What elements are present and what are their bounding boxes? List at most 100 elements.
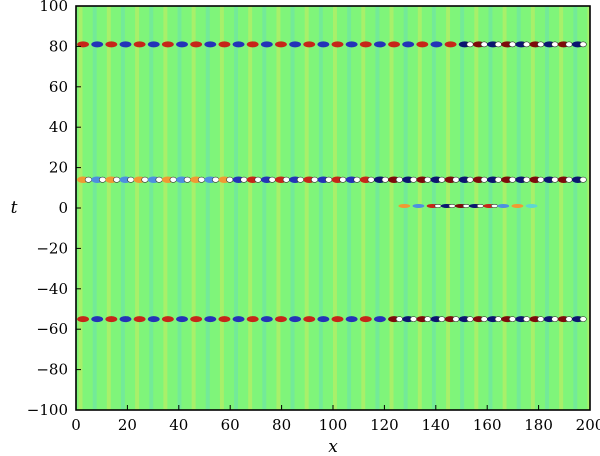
band-cell	[232, 41, 245, 48]
y-tick-label: 60	[49, 78, 68, 96]
band-cell	[275, 41, 287, 48]
band-cell	[176, 41, 188, 48]
band-cell	[147, 41, 160, 48]
band-cell	[91, 316, 104, 323]
band-cell	[204, 41, 217, 48]
band-cell	[331, 41, 344, 48]
band-cell-highlight	[381, 176, 389, 183]
stripe	[460, 6, 465, 410]
band-2	[77, 176, 587, 183]
band-cell-highlight	[141, 176, 149, 183]
band-cell	[260, 316, 273, 323]
band-cell	[317, 316, 330, 323]
stripe	[389, 6, 394, 410]
band-cell-highlight	[523, 176, 531, 183]
band-cell	[331, 316, 344, 323]
band-cell-highlight	[254, 176, 262, 183]
y-tick-label: −80	[36, 361, 68, 379]
band-cell	[161, 316, 174, 323]
band-cell-highlight	[537, 41, 545, 48]
stripe	[474, 6, 479, 410]
band-cell	[190, 41, 203, 48]
x-axis-ticks: 0 20 40 60 80 100 120 140 160 180 200	[71, 405, 600, 434]
stripe	[333, 6, 337, 410]
band-cell-highlight	[452, 176, 460, 183]
stripe	[347, 6, 352, 410]
band-cell	[147, 316, 160, 323]
band-cell-highlight	[367, 176, 375, 183]
stripe	[573, 6, 578, 410]
band-cell	[260, 41, 273, 48]
band-cell-highlight	[565, 176, 573, 183]
band-cell-highlight	[508, 41, 517, 48]
x-axis-label: x	[328, 437, 338, 456]
stripe	[234, 6, 239, 410]
y-tick-label: 100	[39, 0, 68, 15]
vertical-stripes	[78, 6, 590, 410]
stripe	[149, 6, 154, 410]
band-cell-highlight	[579, 176, 587, 183]
x-tick-label: 180	[524, 416, 553, 434]
band-cell	[77, 41, 90, 48]
band-cell	[373, 316, 386, 323]
band-cell	[119, 316, 132, 323]
band-cell	[119, 41, 132, 48]
band-cell-highlight	[579, 316, 587, 322]
band-cell-highlight	[113, 176, 121, 183]
band-cell-highlight	[434, 203, 442, 208]
band-cell-highlight	[523, 41, 531, 48]
y-tick-label: 0	[58, 199, 68, 217]
band-cell	[204, 316, 217, 323]
stripe	[530, 6, 535, 410]
band-cell-highlight	[339, 176, 347, 183]
band-cell-highlight	[353, 176, 361, 183]
stripe	[177, 6, 182, 410]
band-cell-highlight	[127, 176, 135, 183]
stripe	[120, 6, 125, 410]
x-tick-label: 200	[576, 416, 600, 434]
stripe	[191, 6, 196, 410]
band-cell-highlight	[98, 176, 107, 183]
band-cell-highlight	[325, 176, 333, 183]
soliton-bands	[77, 41, 587, 323]
stripe	[248, 6, 253, 410]
band-cell	[133, 316, 146, 323]
stripe	[587, 6, 590, 410]
band-cell	[232, 316, 245, 323]
band-cell-highlight	[169, 176, 177, 183]
band-cell-highlight	[494, 176, 502, 183]
band-cell-highlight	[551, 316, 559, 322]
band-cell-highlight	[537, 176, 545, 183]
band-cell-highlight	[508, 176, 517, 183]
band-cell	[303, 316, 316, 323]
stripe	[545, 6, 549, 410]
heatmap-background	[76, 6, 590, 410]
stripe	[205, 6, 210, 410]
band-cell	[412, 203, 425, 208]
band-cell-highlight	[409, 316, 418, 322]
y-tick-label: 80	[49, 37, 68, 55]
stripe	[417, 6, 422, 410]
stripe	[262, 6, 267, 410]
band-cell	[416, 41, 429, 48]
y-tick-label: −100	[27, 401, 68, 419]
band-cell-highlight	[466, 176, 474, 183]
x-tick-label: 80	[272, 416, 291, 434]
band-cell-highlight	[183, 176, 191, 183]
band-cell	[218, 41, 231, 48]
x-tick-label: 100	[319, 416, 348, 434]
stripe	[502, 6, 507, 410]
band-cell-highlight	[409, 176, 418, 183]
x-tick-label: 120	[370, 416, 399, 434]
band-cell	[444, 41, 457, 48]
x-tick-label: 140	[421, 416, 450, 434]
y-tick-label: 20	[49, 159, 68, 177]
band-1	[77, 41, 587, 48]
band-cell	[161, 41, 174, 48]
band-cell-highlight	[395, 176, 403, 183]
band-cell-highlight	[395, 316, 403, 322]
band-3	[398, 203, 538, 208]
band-cell	[430, 41, 443, 48]
band-cell	[105, 41, 118, 48]
